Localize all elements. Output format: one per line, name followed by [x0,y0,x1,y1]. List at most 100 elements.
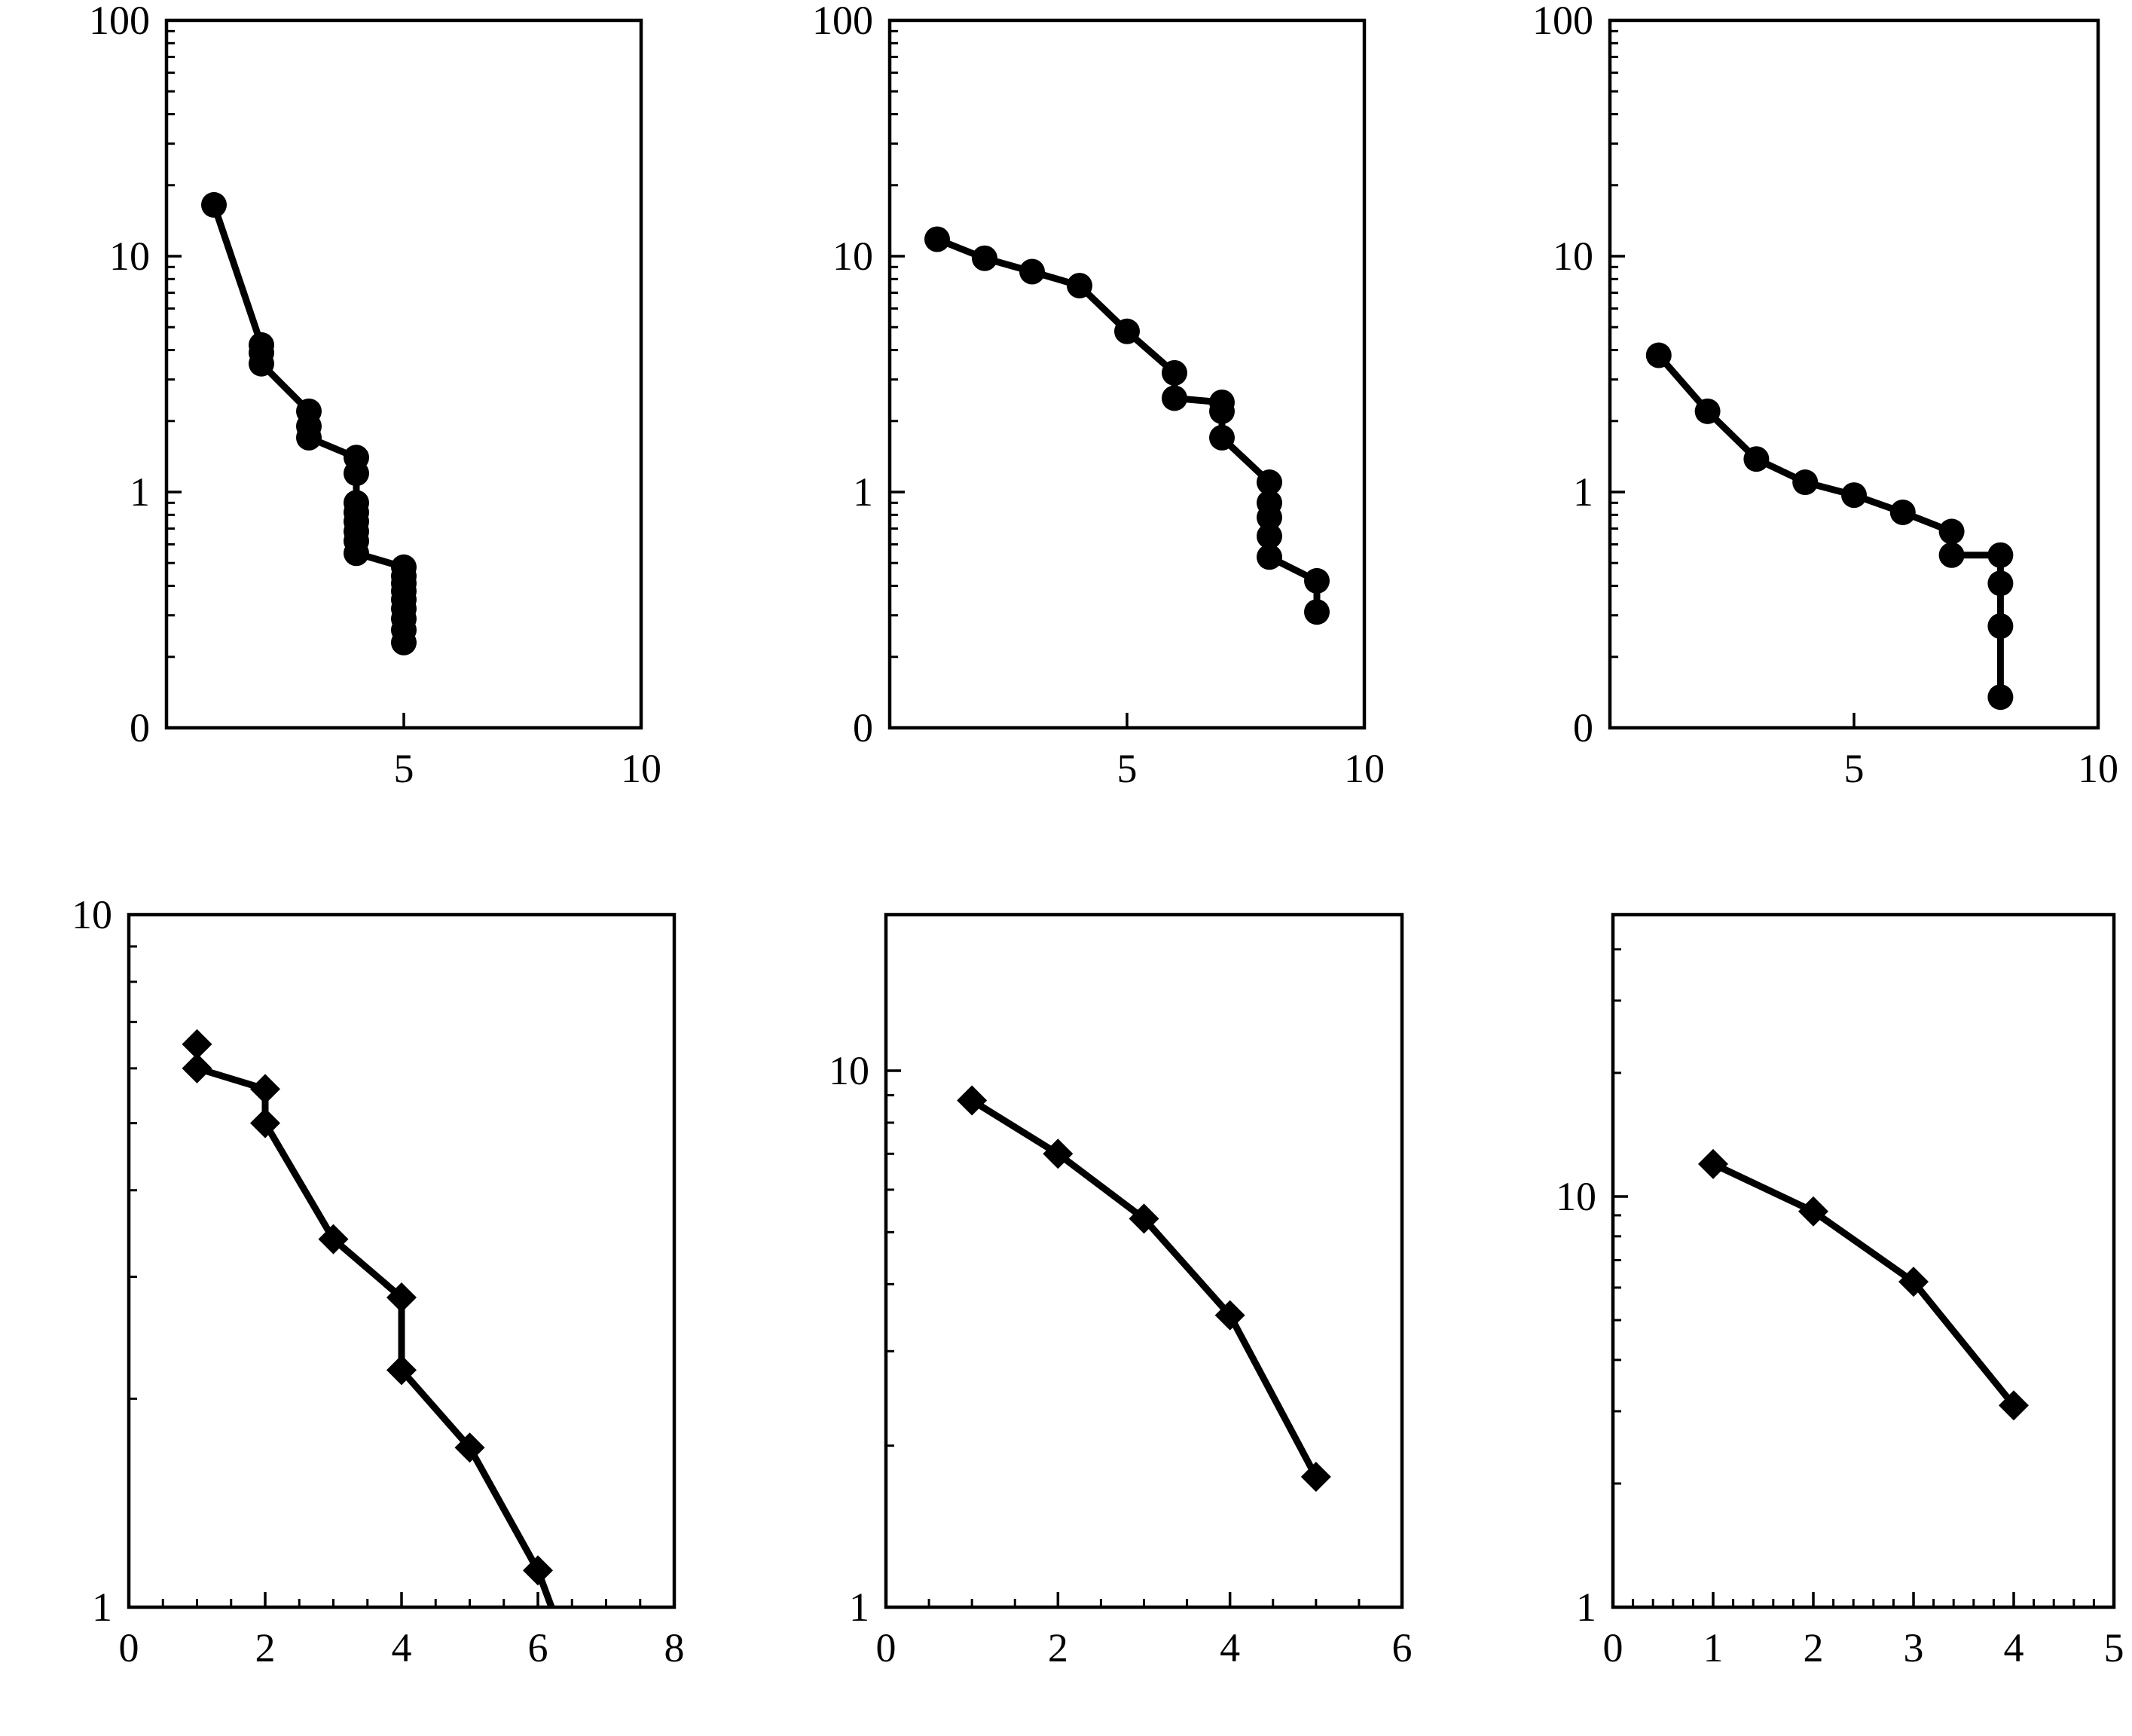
y-tick-label: 1 [849,1585,869,1630]
plot-frame [1608,18,2100,730]
data-point [1214,1300,1245,1331]
data-point [1798,1196,1828,1227]
data-point [1743,446,1770,472]
data-point [1841,482,1867,509]
data-point [1987,542,2014,568]
data-point [182,1053,212,1083]
x-tick-label: 4 [2004,1625,2024,1670]
data-point [249,350,274,377]
x-tick-label: 4 [1220,1625,1240,1670]
y-tick-label: 100 [89,0,150,43]
data-point [1698,1148,1728,1179]
data-point [386,1282,417,1313]
y-tick-label: 1 [92,1585,112,1630]
series-line [1712,1160,2017,1408]
data-point [296,424,322,451]
data-point [1938,542,1965,568]
x-tick-label: 6 [528,1625,548,1670]
y-tick-label: 10 [829,1048,869,1093]
data-point [1162,359,1187,386]
chart-panel-2: 0 1 10 100 5 10 [812,0,1385,791]
x-tick-label: 0 [119,1625,139,1670]
chart-panel-3: 0 1 10 100 5 10 [1532,0,2118,791]
data-point [523,1555,553,1586]
x-tick-label: 0 [876,1625,896,1670]
y-tick-label: 10 [109,234,150,279]
data-point [1129,1203,1159,1234]
data-point [1257,504,1282,530]
x-tick-label: 4 [392,1625,412,1670]
data-point [1257,523,1282,549]
data-point [344,540,369,567]
data-point [201,191,227,218]
y-tick-label: 1 [1573,469,1593,515]
x-tick-label: 8 [664,1625,685,1670]
chart-panel-5: 1 10 0 2 4 6 [829,912,1413,1670]
chart-panel-1: 0 1 10 100 5 10 [89,0,661,791]
data-point [1898,1267,1929,1297]
plot-frame [1611,912,2116,1609]
data-point [1694,398,1721,424]
x-tick-label: 5 [1844,746,1865,791]
data-point [1300,1461,1331,1492]
data-point [1987,684,2014,711]
plot-frame [127,912,677,1609]
data-point [344,460,369,487]
data-point [386,1355,417,1386]
y-tick-label: 10 [1553,234,1593,279]
data-point [1792,469,1819,496]
data-point [1257,544,1282,570]
data-point [1114,318,1140,344]
x-tick-label: 10 [1344,746,1385,791]
y-tick-label: 1 [853,469,873,515]
chart-panel-4: 1 10 0 2 4 6 8 [72,892,685,1670]
y-tick-label: 10 [1556,1174,1596,1219]
data-point [1067,273,1092,299]
data-point [1999,1390,2029,1421]
x-tick-label: 5 [1117,746,1138,791]
data-point [924,226,950,252]
x-tick-label: 5 [394,746,414,791]
y-tick-label: 0 [1573,705,1593,750]
y-tick-label: 100 [1532,0,1593,43]
x-tick-label: 5 [2104,1625,2124,1670]
data-point [1162,385,1187,411]
data-point [1257,469,1282,496]
y-tick-label: 1 [1576,1585,1596,1630]
data-point [1987,613,2014,639]
x-tick-label: 10 [621,746,661,791]
y-tick-label: 1 [130,469,150,515]
data-point [454,1432,485,1463]
series-line [970,1097,1319,1479]
x-tick-label: 0 [1603,1625,1623,1670]
x-tick-label: 3 [1904,1625,1924,1670]
data-point [1987,570,2014,597]
y-tick-label: 10 [832,234,873,279]
data-point [957,1085,988,1116]
data-point [1043,1138,1074,1169]
data-point [318,1224,349,1255]
x-tick-label: 2 [1048,1625,1068,1670]
data-point [1304,599,1330,625]
data-point [1889,499,1916,525]
y-tick-label: 0 [853,705,873,750]
data-point [1645,342,1672,368]
y-tick-label: 0 [130,705,150,750]
x-tick-label: 2 [1804,1625,1824,1670]
y-tick-label: 10 [72,892,112,937]
data-point [1938,518,1965,545]
data-point [391,629,417,656]
data-point [1209,398,1235,424]
data-point [1209,424,1235,451]
data-point [1019,258,1045,285]
x-tick-label: 10 [2078,746,2118,791]
data-point [250,1108,280,1138]
plot-frame [887,18,1367,730]
series-line [194,1044,555,1609]
data-point [250,1074,280,1105]
data-point [1304,567,1330,594]
data-point [182,1028,212,1059]
data-point [972,245,997,271]
